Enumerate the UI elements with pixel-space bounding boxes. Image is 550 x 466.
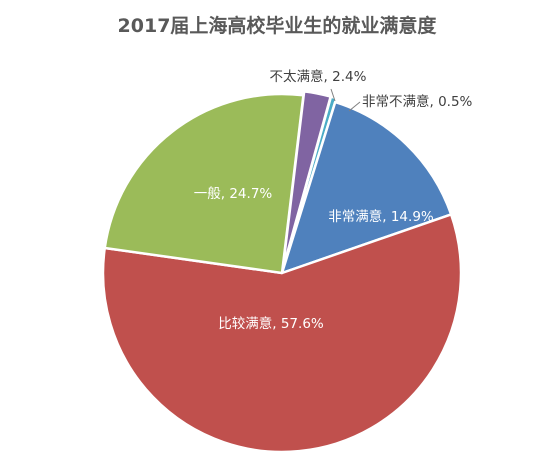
slice-label-fairly-satisfied: 比较满意, 57.6% bbox=[218, 315, 324, 332]
slice-label-neutral: 一般, 24.7% bbox=[194, 186, 273, 202]
leader-line-very-dissatisfied bbox=[348, 101, 361, 112]
slice-label-very-satisfied: 非常满意, 14.9% bbox=[328, 208, 434, 225]
slice-label-very-dissatisfied: 非常不满意, 0.5% bbox=[362, 93, 473, 110]
slice-label-not-very-satisfied: 不太满意, 2.4% bbox=[270, 68, 367, 85]
chart-title: 2017届上海高校毕业生的就业满意度 bbox=[118, 14, 438, 37]
slice-very-satisfied bbox=[280, 100, 453, 275]
pie-slices bbox=[101, 90, 463, 454]
pie-labels: 非常满意, 14.9% 比较满意, 57.6% 一般, 24.7% 不太满意, … bbox=[194, 68, 473, 332]
slice-neutral bbox=[103, 92, 305, 275]
slice-not-very-satisfied bbox=[281, 90, 332, 271]
leader-line-not-very-satisfied bbox=[330, 88, 336, 102]
slice-fairly-satisfied bbox=[101, 213, 463, 454]
